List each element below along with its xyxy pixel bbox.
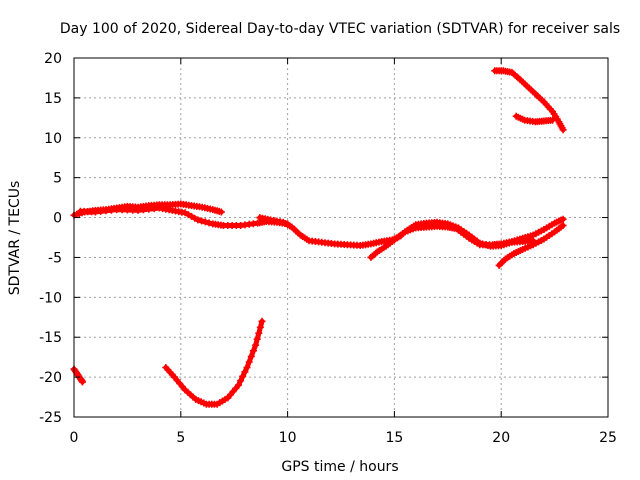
y-axis-label: SDTVAR / TECUs — [7, 181, 23, 296]
chart-title: Day 100 of 2020, Sidereal Day-to-day VTE… — [60, 21, 620, 37]
series-8 — [491, 67, 567, 134]
series-3 — [256, 214, 405, 249]
x-tick-label: 15 — [385, 430, 403, 446]
y-tick-label: -5 — [48, 250, 62, 266]
y-tick-label: 20 — [44, 51, 62, 67]
data-point — [247, 352, 255, 360]
y-tick-label: -25 — [39, 410, 62, 426]
data-point — [559, 215, 567, 223]
data-point — [241, 368, 249, 376]
x-tick-label: 5 — [176, 430, 185, 446]
series-10 — [162, 317, 266, 408]
grid-lines — [74, 58, 608, 417]
data-point — [239, 372, 247, 380]
data-point — [249, 347, 257, 355]
data-point — [237, 377, 245, 385]
x-tick-label: 20 — [492, 430, 510, 446]
data-point — [549, 116, 556, 124]
data-point — [201, 218, 209, 226]
y-tick-label: -15 — [39, 330, 62, 346]
data-series — [70, 67, 567, 408]
x-axis-label: GPS time / hours — [281, 459, 398, 475]
x-tick-label: 0 — [70, 430, 79, 446]
data-point — [255, 329, 263, 337]
data-point — [205, 219, 213, 227]
data-point — [252, 341, 260, 349]
data-point — [258, 317, 266, 325]
y-tick-label: 0 — [53, 211, 62, 227]
x-tick-label: 25 — [599, 430, 617, 446]
axis-ticks: 0 5 10 15 20 25 20 15 10 5 0 -5 -10 -15 -20 -25 — [39, 51, 617, 446]
y-tick-label: -10 — [39, 290, 62, 306]
data-point — [235, 381, 242, 389]
data-point — [194, 216, 202, 224]
y-tick-label: 10 — [44, 131, 62, 147]
y-tick-label: -20 — [39, 370, 62, 386]
y-tick-label: 15 — [44, 91, 62, 107]
plot-frame — [73, 57, 609, 418]
data-point — [245, 358, 253, 366]
data-point — [559, 126, 567, 134]
series-7 — [495, 222, 567, 269]
data-point — [217, 208, 225, 216]
series-11 — [70, 365, 86, 386]
data-point — [559, 222, 567, 229]
data-point — [256, 323, 264, 331]
series-6 — [455, 215, 567, 249]
data-point — [243, 364, 251, 371]
series-9 — [512, 112, 556, 126]
data-point — [79, 378, 86, 386]
x-tick-label: 10 — [279, 430, 297, 446]
y-tick-label: 5 — [53, 171, 62, 187]
data-point — [253, 335, 261, 343]
data-point — [198, 217, 206, 225]
